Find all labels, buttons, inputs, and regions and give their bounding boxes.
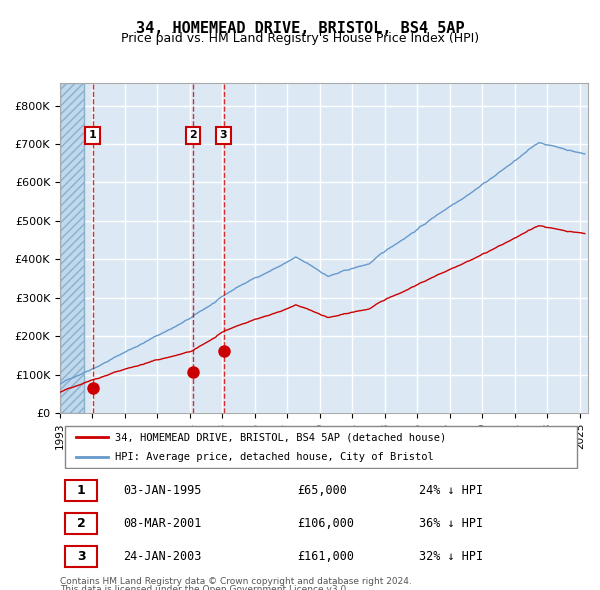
Text: 24% ↓ HPI: 24% ↓ HPI [419, 484, 483, 497]
Text: Price paid vs. HM Land Registry's House Price Index (HPI): Price paid vs. HM Land Registry's House … [121, 32, 479, 45]
Text: 2: 2 [189, 130, 197, 140]
Text: 34, HOMEMEAD DRIVE, BRISTOL, BS4 5AP (detached house): 34, HOMEMEAD DRIVE, BRISTOL, BS4 5AP (de… [115, 432, 446, 442]
Text: 3: 3 [220, 130, 227, 140]
Bar [60, 83, 85, 413]
Text: 03-JAN-1995: 03-JAN-1995 [124, 484, 202, 497]
Text: 3: 3 [77, 550, 85, 563]
Text: £106,000: £106,000 [298, 517, 355, 530]
Text: HPI: Average price, detached house, City of Bristol: HPI: Average price, detached house, City… [115, 452, 434, 461]
FancyBboxPatch shape [65, 546, 97, 567]
Text: 1: 1 [89, 130, 97, 140]
Bar [60, 83, 85, 413]
Text: 36% ↓ HPI: 36% ↓ HPI [419, 517, 483, 530]
Text: This data is licensed under the Open Government Licence v3.0.: This data is licensed under the Open Gov… [60, 585, 349, 590]
Text: 2: 2 [77, 517, 85, 530]
FancyBboxPatch shape [65, 513, 97, 534]
Text: Contains HM Land Registry data © Crown copyright and database right 2024.: Contains HM Land Registry data © Crown c… [60, 577, 412, 586]
FancyBboxPatch shape [65, 480, 97, 501]
Text: £161,000: £161,000 [298, 550, 355, 563]
Text: 34, HOMEMEAD DRIVE, BRISTOL, BS4 5AP: 34, HOMEMEAD DRIVE, BRISTOL, BS4 5AP [136, 21, 464, 35]
FancyBboxPatch shape [65, 426, 577, 468]
Text: £65,000: £65,000 [298, 484, 347, 497]
Text: 24-JAN-2003: 24-JAN-2003 [124, 550, 202, 563]
Text: 32% ↓ HPI: 32% ↓ HPI [419, 550, 483, 563]
Text: 08-MAR-2001: 08-MAR-2001 [124, 517, 202, 530]
Text: 1: 1 [77, 484, 85, 497]
